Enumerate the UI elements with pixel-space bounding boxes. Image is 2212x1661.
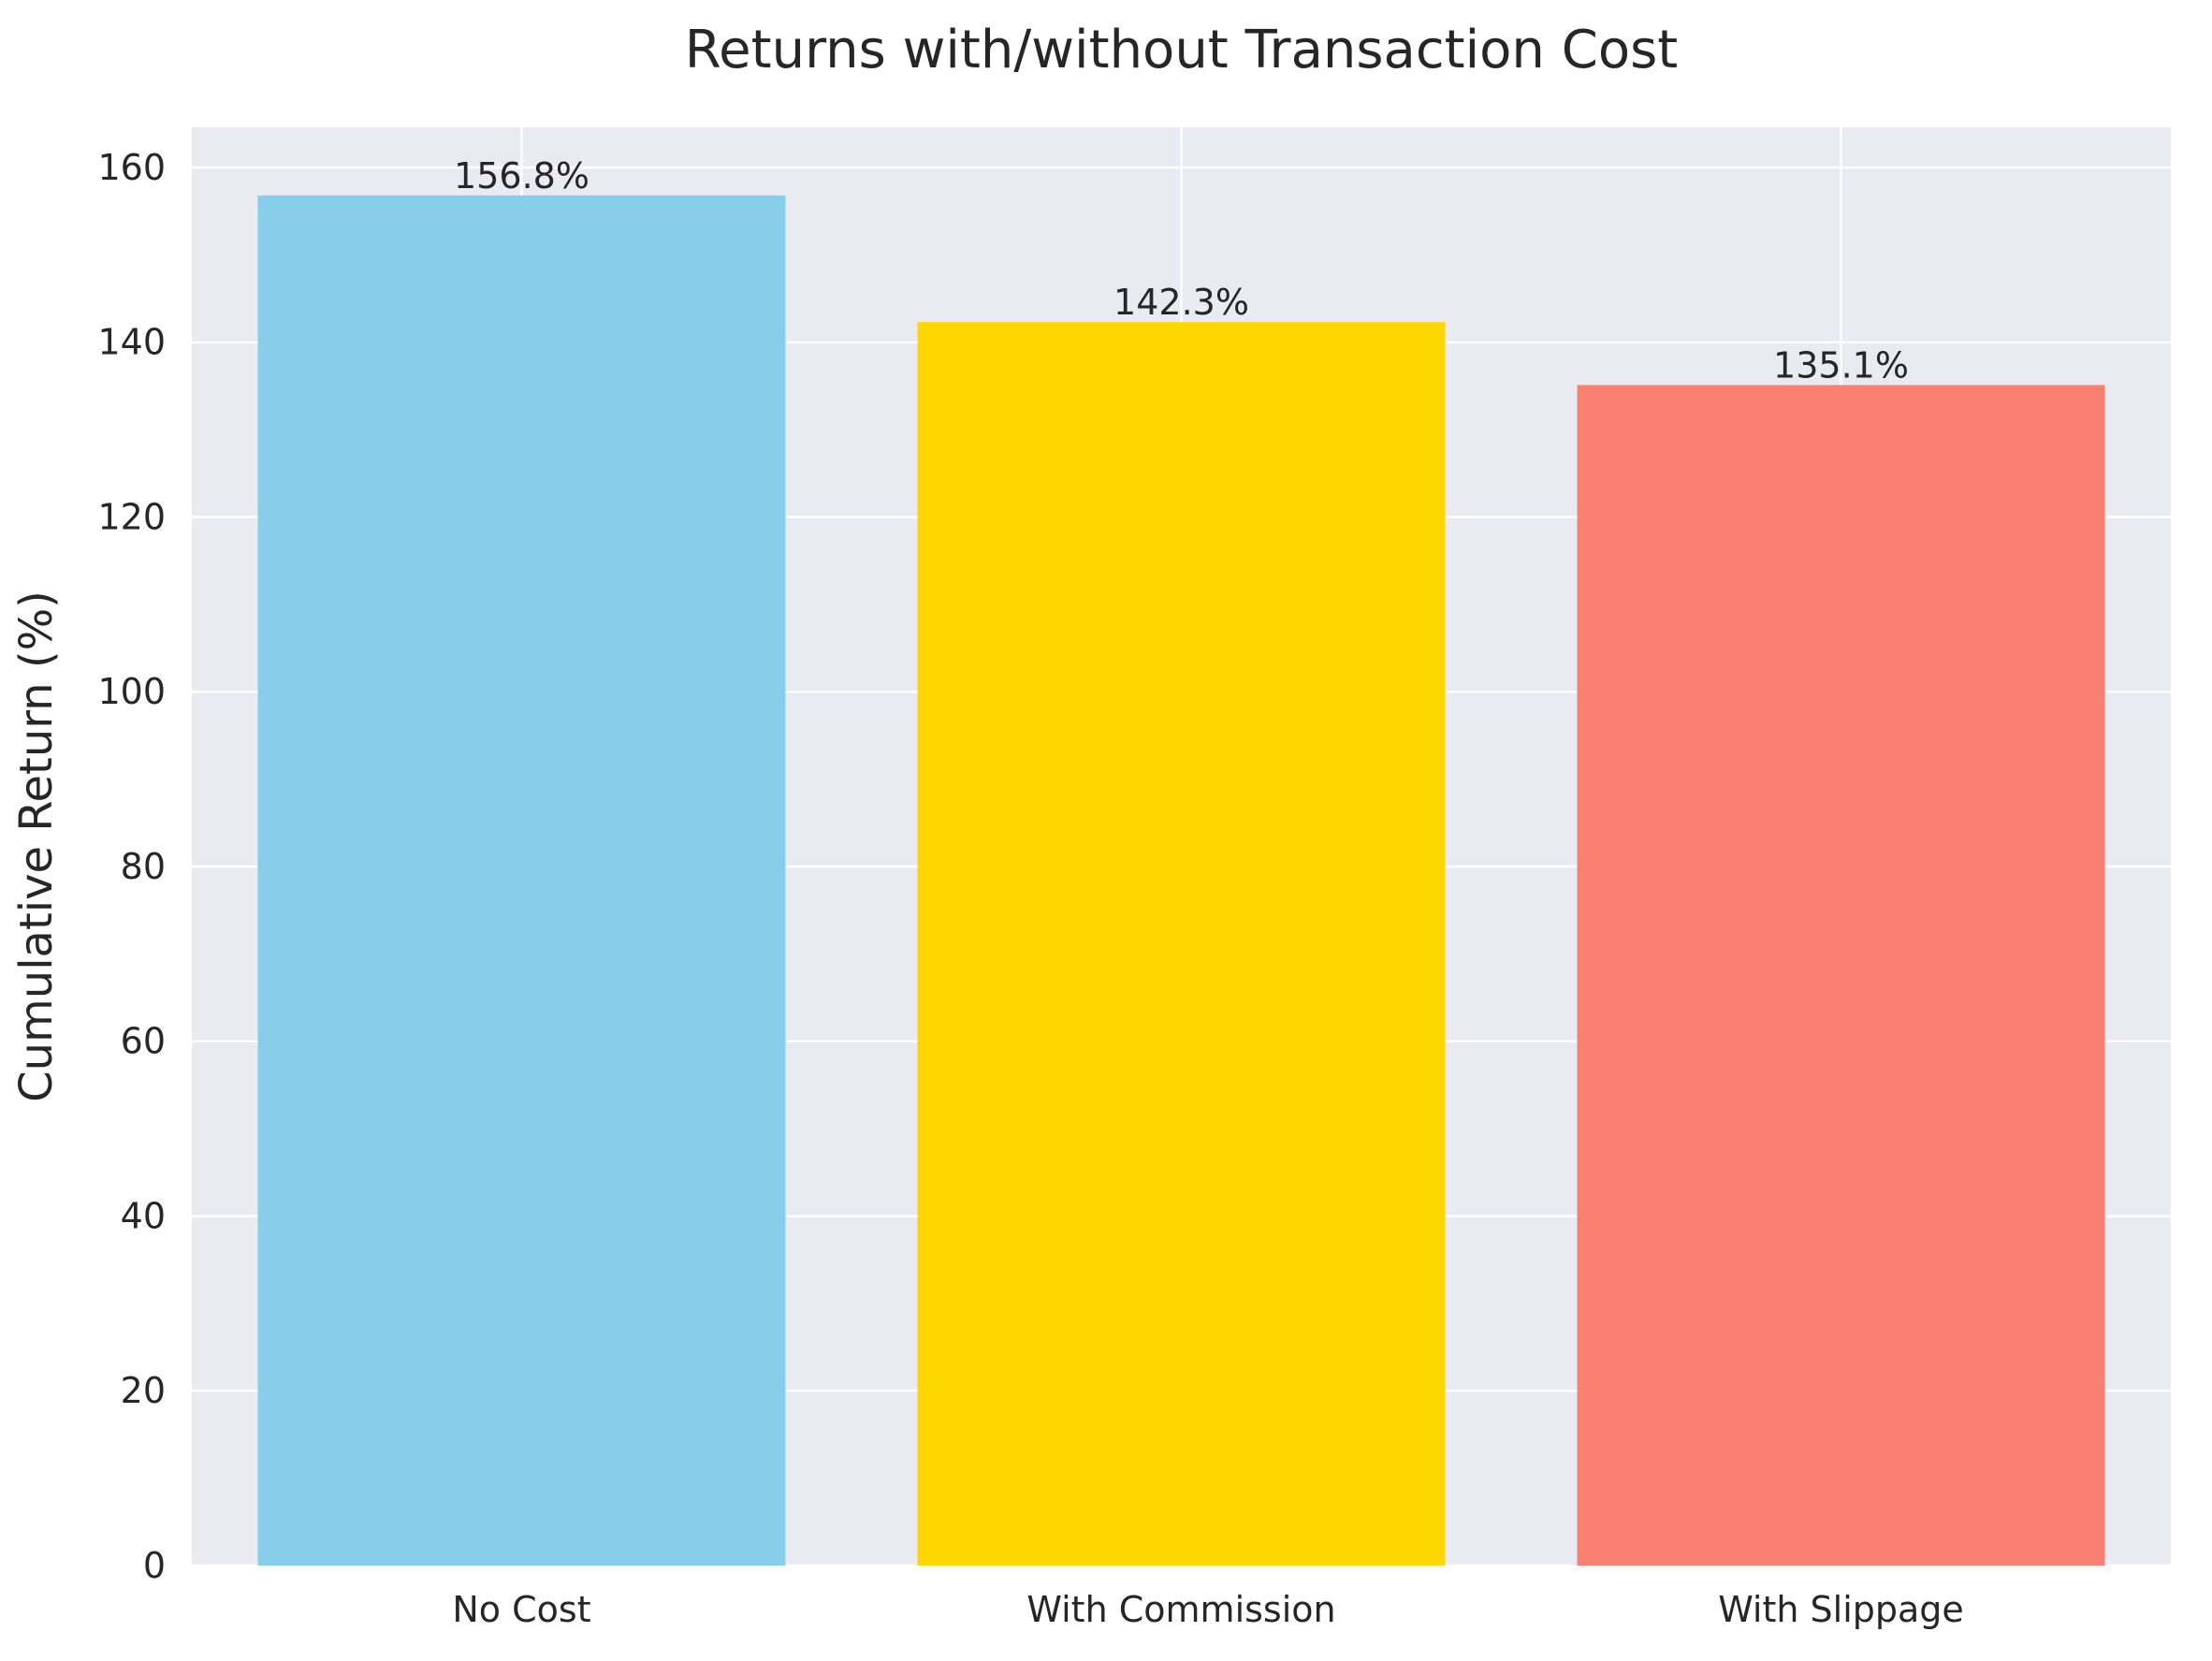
y-tick-label: 80 <box>121 846 166 887</box>
bar-value-label: 135.1% <box>1773 344 1909 386</box>
bar <box>1577 385 2105 1566</box>
chart-title: Returns with/without Transaction Cost <box>685 20 1678 80</box>
y-tick-label: 20 <box>121 1370 166 1411</box>
y-tick-label: 40 <box>121 1195 166 1236</box>
bars <box>257 195 2105 1566</box>
x-axis-ticks: No Cost With Commission With Slippage <box>452 1589 1963 1630</box>
y-axis-label: Cumulative Return (%) <box>10 590 63 1102</box>
bar <box>257 195 786 1566</box>
y-tick-label: 100 <box>97 671 166 712</box>
x-tick-label: No Cost <box>452 1589 590 1630</box>
x-tick-label: With Slippage <box>1718 1589 1964 1630</box>
bar <box>917 322 1446 1566</box>
bar-value-label: 142.3% <box>1113 282 1249 323</box>
y-tick-label: 120 <box>97 496 166 537</box>
x-tick-label: With Commission <box>1026 1589 1335 1630</box>
bar-value-label: 156.8% <box>454 155 589 197</box>
y-tick-label: 160 <box>97 147 166 188</box>
data-labels: 156.8% 142.3% 135.1% <box>454 155 1909 386</box>
y-axis-ticks: 0 20 40 60 80 100 120 140 160 <box>97 147 166 1586</box>
y-tick-label: 0 <box>143 1545 166 1586</box>
y-tick-label: 140 <box>97 322 166 363</box>
y-tick-label: 60 <box>121 1021 166 1062</box>
